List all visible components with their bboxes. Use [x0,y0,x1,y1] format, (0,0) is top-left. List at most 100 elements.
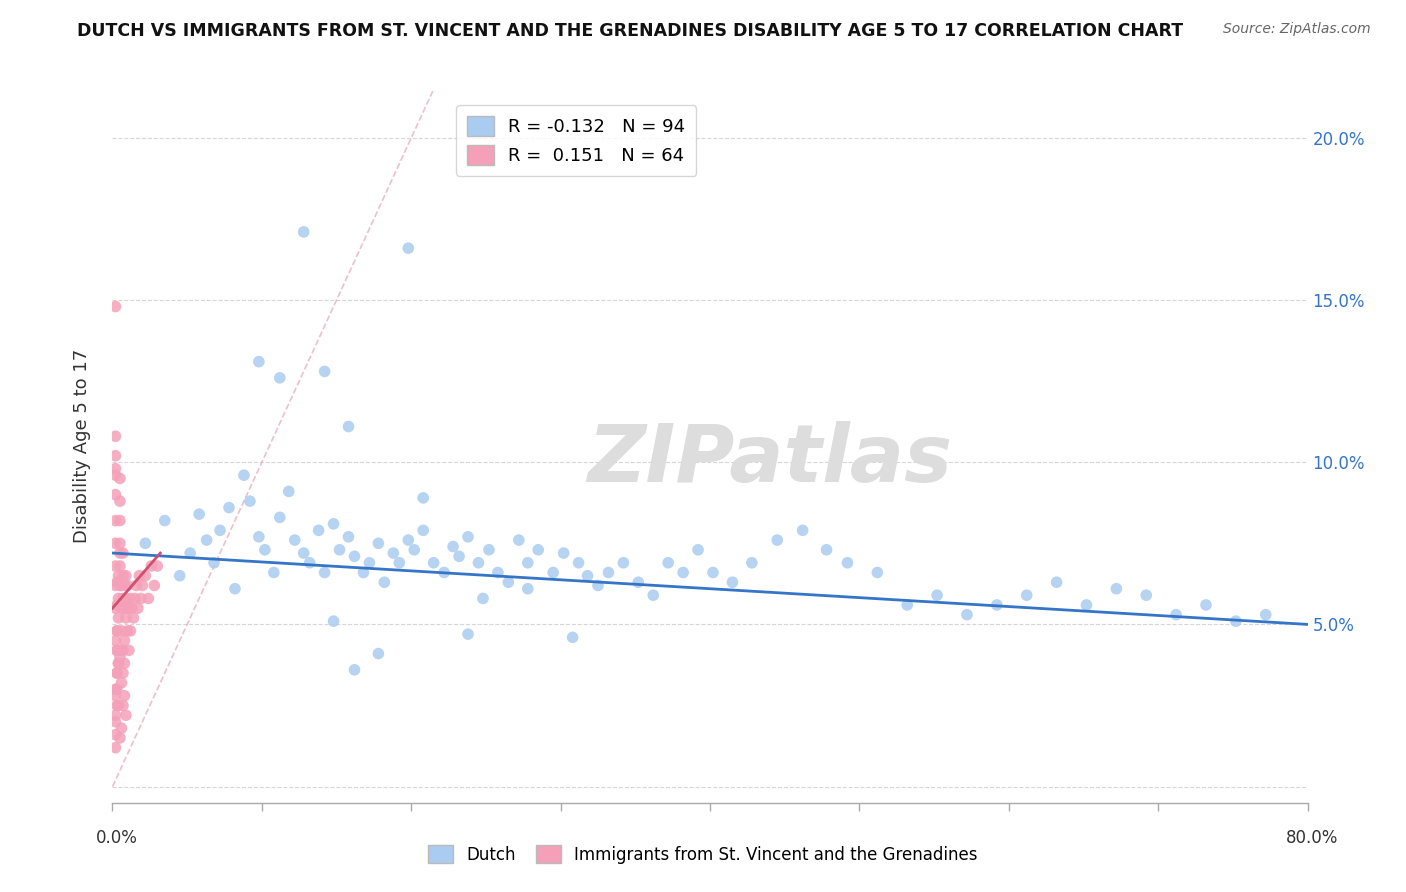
Point [308,524,330,538]
Point [561,631,583,645]
Point [179,546,201,560]
Point [541,566,564,580]
Point [467,556,489,570]
Point [643,588,665,602]
Point [105,666,128,681]
Point [433,566,456,580]
Point [105,682,128,697]
Legend: Dutch, Immigrants from St. Vincent and the Grenadines: Dutch, Immigrants from St. Vincent and t… [422,838,984,871]
Point [343,549,366,564]
Point [612,556,634,570]
Point [527,542,550,557]
Point [314,364,336,378]
Point [118,601,141,615]
Point [202,556,225,570]
Point [412,491,434,505]
Point [114,601,135,615]
Point [627,575,650,590]
Point [329,542,352,557]
Point [672,566,695,580]
Point [353,566,375,580]
Point [105,643,128,657]
Point [104,449,127,463]
Point [117,578,139,592]
Point [108,546,131,560]
Point [115,708,138,723]
Point [108,536,131,550]
Point [111,666,134,681]
Point [927,588,949,602]
Point [108,649,131,664]
Point [1195,598,1218,612]
Point [1166,607,1188,622]
Point [498,575,520,590]
Point [111,546,134,560]
Point [114,578,135,592]
Point [277,484,299,499]
Point [1076,598,1098,612]
Point [107,657,129,671]
Point [441,540,464,554]
Point [104,559,127,574]
Point [128,568,150,582]
Point [104,461,127,475]
Point [110,578,132,592]
Point [108,578,131,592]
Point [129,591,152,606]
Point [104,633,127,648]
Point [111,698,134,713]
Point [105,575,128,590]
Point [114,633,135,648]
Point [837,556,859,570]
Point [1046,575,1069,590]
Point [388,556,411,570]
Point [986,598,1008,612]
Point [111,591,134,606]
Point [404,542,426,557]
Point [516,556,538,570]
Point [104,514,127,528]
Point [107,591,129,606]
Point [269,510,291,524]
Point [105,643,128,657]
Point [516,582,538,596]
Point [553,546,575,560]
Point [117,601,139,615]
Point [105,598,128,612]
Point [115,568,138,582]
Point [766,533,789,547]
Point [153,514,176,528]
Point [422,556,444,570]
Text: 80.0%: 80.0% [1286,829,1339,847]
Point [314,566,336,580]
Text: ZIPatlas: ZIPatlas [588,421,952,500]
Point [110,601,132,615]
Point [104,300,127,314]
Point [104,689,127,703]
Point [111,568,134,582]
Point [343,663,366,677]
Point [138,591,160,606]
Point [702,566,724,580]
Point [598,566,620,580]
Point [111,643,134,657]
Point [104,468,127,483]
Point [478,542,501,557]
Point [486,566,509,580]
Point [118,643,141,657]
Point [120,624,142,638]
Point [104,682,127,697]
Point [292,225,315,239]
Point [253,542,276,557]
Point [956,607,979,622]
Point [224,582,246,596]
Point [472,591,495,606]
Point [449,549,471,564]
Point [110,643,132,657]
Point [134,568,156,582]
Point [269,371,291,385]
Point [209,524,232,538]
Point [121,601,143,615]
Point [218,500,240,515]
Point [815,542,838,557]
